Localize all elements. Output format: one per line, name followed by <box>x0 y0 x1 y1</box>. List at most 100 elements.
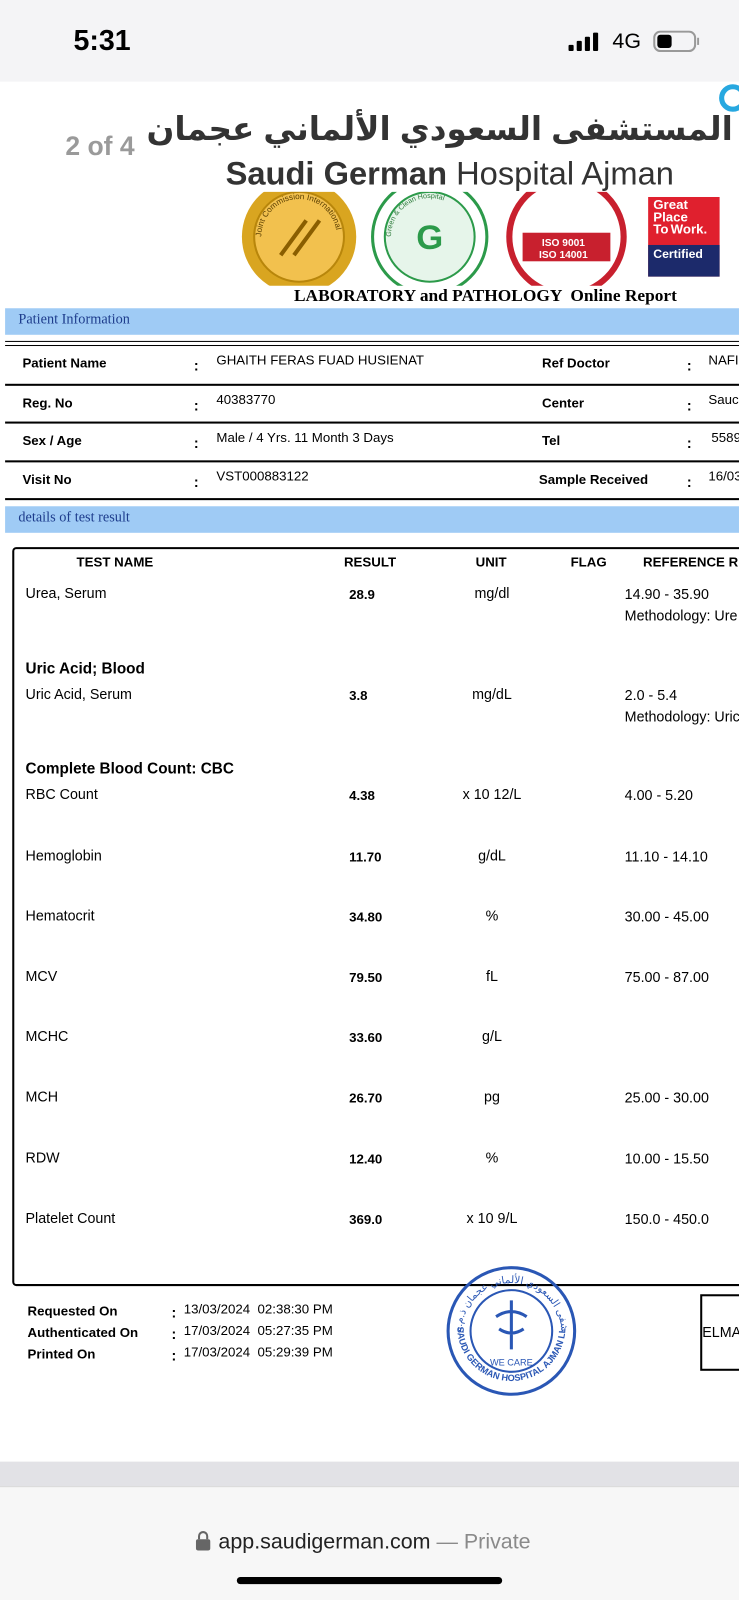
info-colon: : <box>193 357 199 374</box>
gptw-text: Work. <box>671 222 708 237</box>
date-label: Requested On <box>27 1303 118 1319</box>
info-label: Visit No <box>22 471 72 487</box>
column-header: REFERENCE R <box>643 554 739 570</box>
gptw-text: To <box>653 222 668 237</box>
signature-box <box>700 1294 739 1371</box>
test-result: 33.60 <box>349 1029 383 1046</box>
test-reference: 150.0 - 450.0 <box>624 1210 709 1227</box>
column-header: RESULT <box>343 554 397 570</box>
info-value: Male / 4 Yrs. 11 Month 3 Days <box>216 429 394 446</box>
svg-text:G: G <box>416 219 443 257</box>
url-text[interactable]: app.saudigerman.com <box>218 1530 431 1554</box>
battery-level <box>657 34 672 48</box>
test-reference: 10.00 - 15.50 <box>624 1150 709 1167</box>
test-method: Methodology: Ure <box>624 607 738 624</box>
url[interactable]: app.saudigerman.com — Private <box>218 1531 530 1552</box>
test-result: 34.80 <box>349 909 383 925</box>
hospital-english-bold: Saudi German <box>225 155 448 192</box>
info-label: Reg. No <box>22 395 73 411</box>
column-header: TEST NAME <box>76 554 154 570</box>
test-name: Urea, Serum <box>25 584 107 602</box>
hospital-english: Saudi German Hospital Ajman <box>226 157 674 190</box>
test-unit: pg <box>484 1088 500 1105</box>
viewer-gap <box>0 1461 739 1487</box>
date-value: 17/03/2024 05:27:35 PM <box>183 1322 333 1339</box>
gptw-text: Place <box>653 209 688 224</box>
info-value: Sauc <box>708 391 739 408</box>
test-unit: mg/dL <box>472 685 512 703</box>
info-value: 5589 <box>711 429 739 446</box>
info-colon: : <box>686 397 692 414</box>
test-unit: x 10 12/L <box>462 785 522 803</box>
report-title: LABORATORY and PATHOLOGY Online Report <box>293 285 677 306</box>
signal-bar <box>568 44 574 52</box>
info-colon: : <box>686 357 692 374</box>
hospital-arabic: المستشفى السعودي الألماني عجمان <box>146 110 733 147</box>
gptw-text: Certified <box>653 247 703 261</box>
test-result: 26.70 <box>349 1090 383 1106</box>
test-name: MCV <box>25 967 58 984</box>
iso-text: ISO 9001 <box>542 238 585 249</box>
date-label: Authenticated On <box>27 1324 139 1341</box>
signal-bar <box>593 32 599 52</box>
test-name: RBC Count <box>25 785 98 803</box>
column-header: UNIT <box>475 554 507 570</box>
test-unit: fL <box>486 967 498 984</box>
group-heading: Uric Acid; Blood <box>25 660 145 678</box>
test-method: Methodology: Uric <box>624 708 739 725</box>
info-label: Center <box>541 395 585 411</box>
test-name: Uric Acid, Serum <box>25 685 132 703</box>
test-reference: 75.00 - 87.00 <box>624 968 709 985</box>
date-colon: : <box>171 1347 177 1364</box>
group-heading: Complete Blood Count: CBC <box>25 760 234 778</box>
test-result: 11.70 <box>349 849 382 865</box>
test-name: RDW <box>25 1149 60 1166</box>
date-value: 17/03/2024 05:29:39 PM <box>183 1344 333 1360</box>
signal-bar <box>576 40 582 52</box>
hospital-logo <box>719 84 739 112</box>
rule <box>5 460 739 463</box>
test-reference: 30.00 - 45.00 <box>624 908 709 925</box>
date-colon: : <box>171 1304 177 1321</box>
rule <box>5 498 739 501</box>
test-result: 4.38 <box>349 787 375 804</box>
lock-icon <box>195 1531 211 1551</box>
signature-text: ELMA <box>702 1323 739 1341</box>
test-reference: 4.00 - 5.20 <box>624 786 693 804</box>
test-unit: mg/dl <box>474 584 510 602</box>
results-box <box>12 547 739 1287</box>
stamp-motto: WE CARE <box>490 1358 533 1368</box>
test-unit: % <box>485 1149 499 1166</box>
home-indicator[interactable] <box>236 1576 503 1585</box>
iso-text: ISO 14001 <box>539 250 588 261</box>
info-value: GHAITH FERAS FUAD HUSIENAT <box>216 352 425 368</box>
test-result: 3.8 <box>349 687 368 704</box>
test-result: 79.50 <box>349 969 383 985</box>
section-bar: details of test result <box>5 506 739 533</box>
page-indicator: 2 of 4 <box>65 130 135 162</box>
signal-bar <box>584 36 590 52</box>
info-value: 16/03 <box>708 468 739 484</box>
test-unit: g/L <box>482 1027 502 1045</box>
test-reference: 25.00 - 30.00 <box>624 1089 709 1106</box>
battery <box>653 30 697 53</box>
column-header: FLAG <box>570 554 607 570</box>
info-label: Ref Doctor <box>541 355 610 371</box>
info-colon: : <box>686 473 692 490</box>
test-name: Hematocrit <box>25 907 95 924</box>
info-label: Sex / Age <box>22 432 82 449</box>
info-colon: : <box>193 397 199 414</box>
test-name: Platelet Count <box>25 1209 116 1226</box>
status-icons <box>568 30 700 53</box>
date-value: 13/03/2024 02:38:30 PM <box>183 1301 333 1317</box>
gptw-text: Great <box>653 197 688 212</box>
section-bar: Patient Information <box>5 308 739 335</box>
accreditation-badges: Joint Commission International Green & C… <box>241 191 720 286</box>
test-unit: % <box>485 907 499 924</box>
test-result: 12.40 <box>349 1151 383 1167</box>
test-reference: 2.0 - 5.4 <box>624 686 678 704</box>
info-value: NAFI <box>708 352 739 368</box>
test-unit: x 10 9/L <box>466 1209 518 1226</box>
